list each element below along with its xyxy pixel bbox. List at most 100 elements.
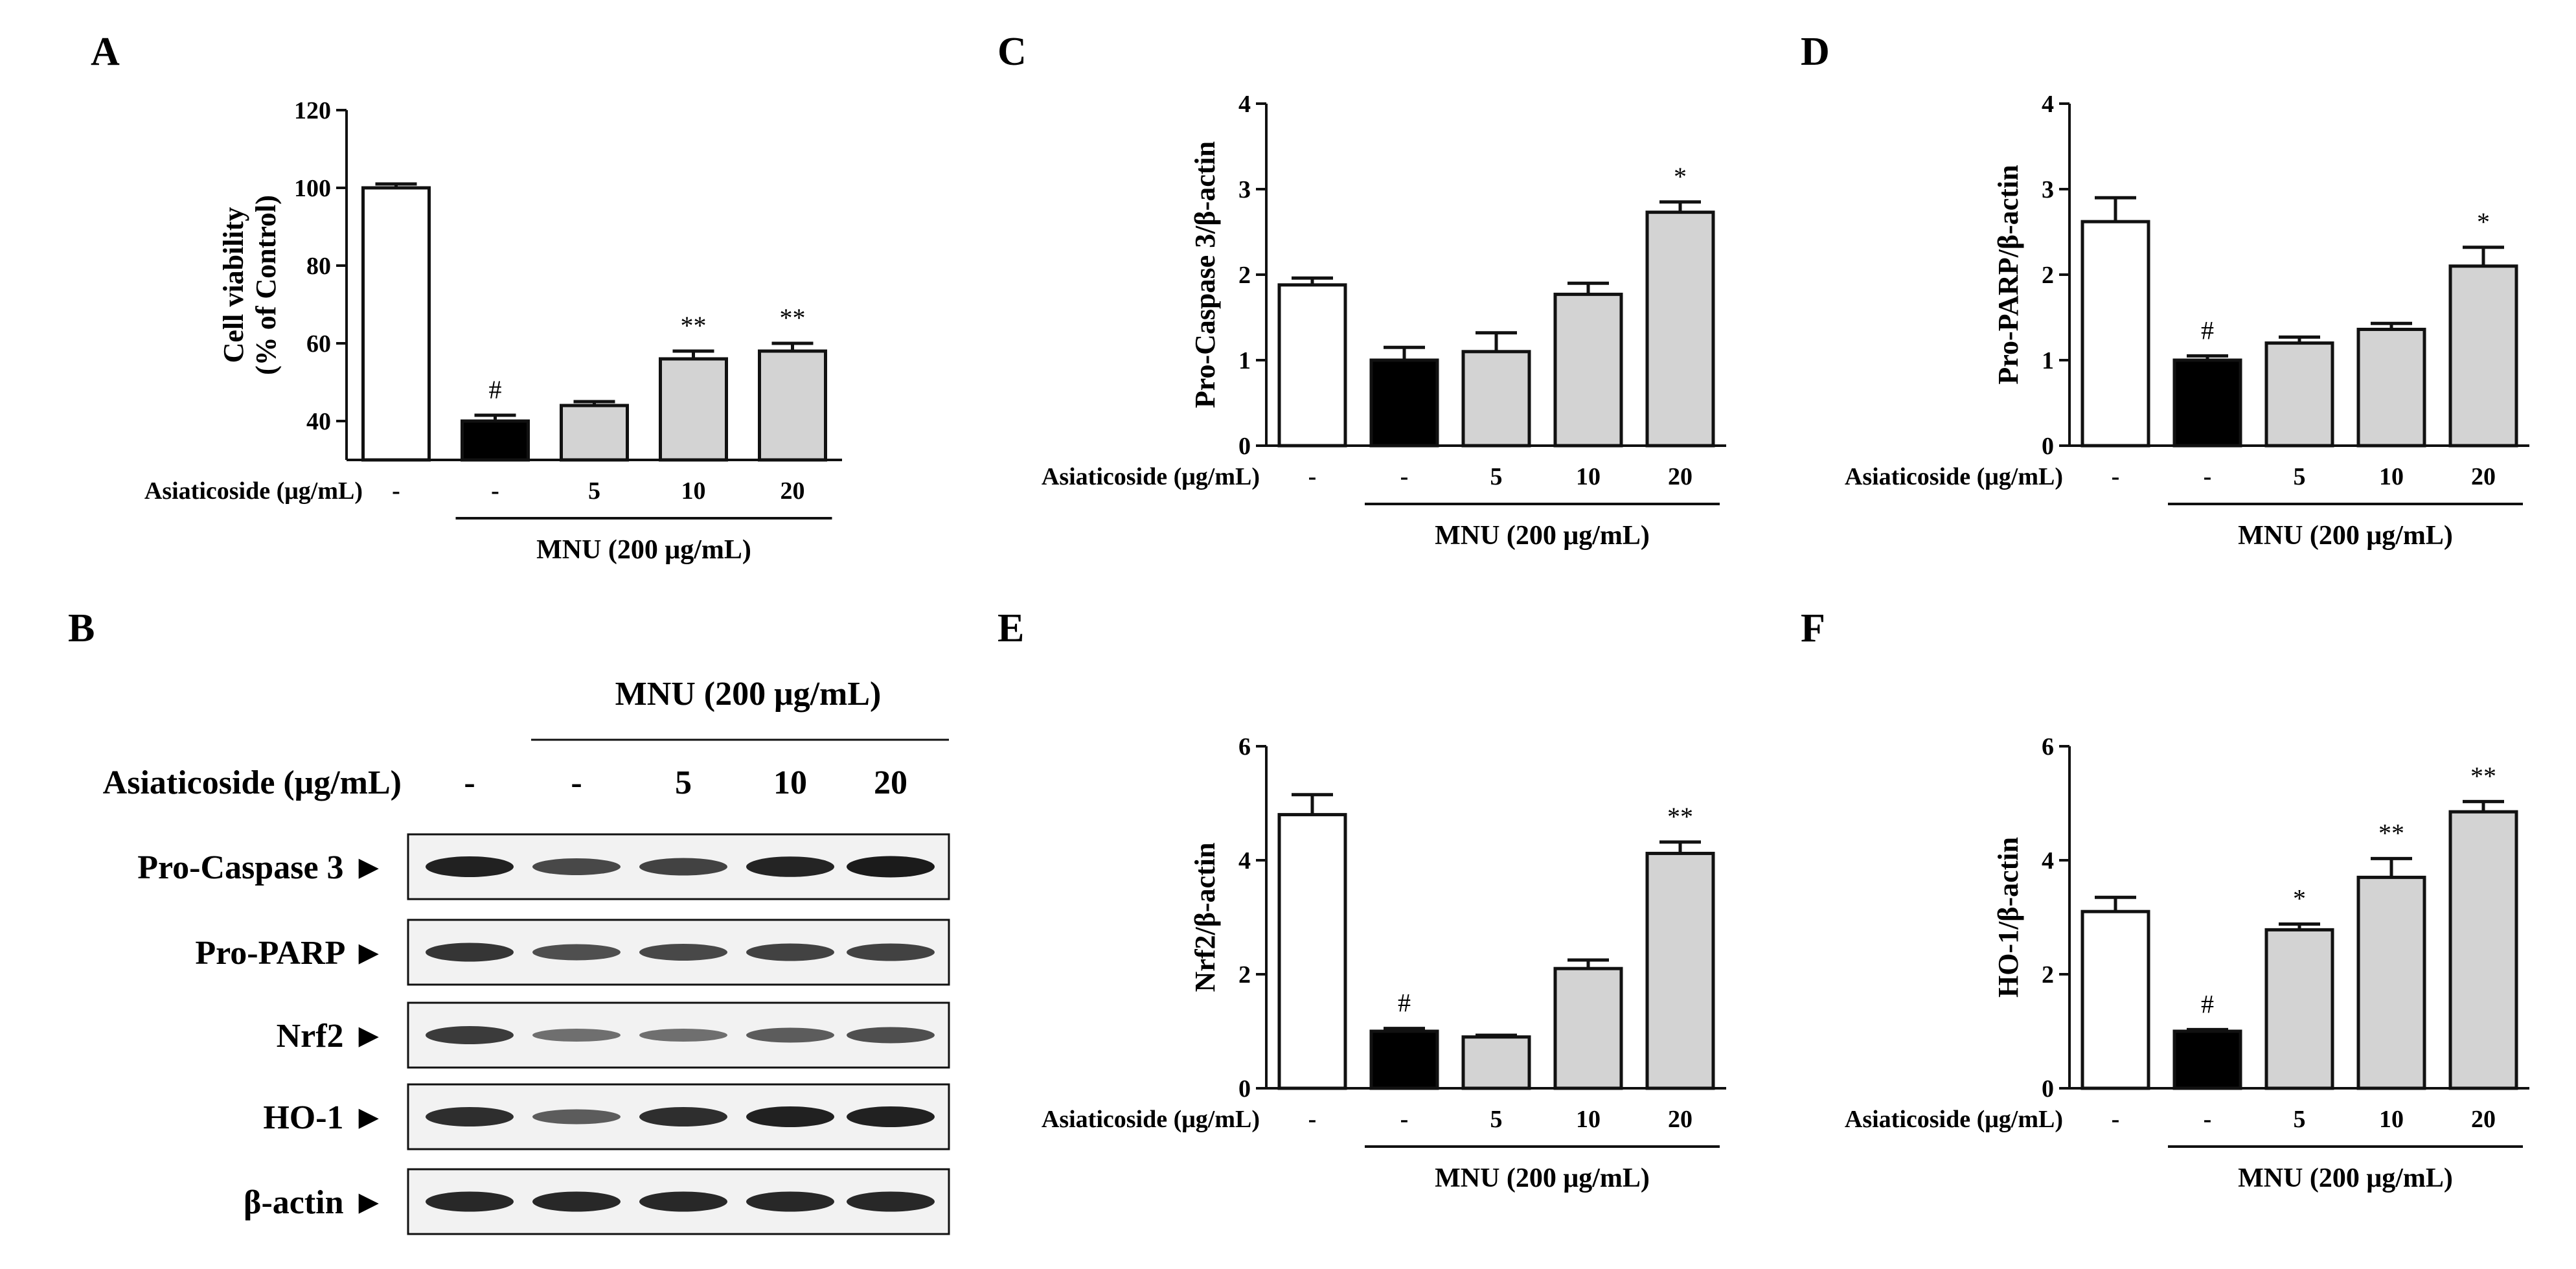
bar [758, 349, 827, 462]
y-tick-label: 4 [1238, 91, 1251, 118]
asiaticoside-label: Asiaticoside (μg/mL) [1042, 1106, 1260, 1133]
chart-panel-f: 0 2 4 6 HO-1/β-actin - # - * 5 ** 10 ** 20 Asiaticosid… [1845, 733, 2529, 1193]
category-label: 20 [1668, 463, 1693, 490]
y-tick-label: 4 [2042, 847, 2054, 875]
blot-band [532, 858, 621, 875]
y-axis-title: Pro-Caspase 3/β-actin [1189, 141, 1221, 408]
asiaticoside-label: Asiaticoside (μg/mL) [1042, 463, 1260, 490]
western-blot-panel: MNU (200 μg/mL) Asiaticoside (μg/mL) - - 5 10… [103, 676, 950, 1235]
y-tick-label: 0 [2042, 1075, 2054, 1103]
chart-panel-d: 0 1 2 3 4 Pro-PARP/β-actin - # - 5 10 * 20 Asiaticosi… [1845, 91, 2529, 551]
mnu-label: MNU (200 μg/mL) [536, 535, 751, 565]
category-label: 5 [1490, 1106, 1503, 1133]
y-tick-label: 1 [1238, 347, 1251, 374]
y-axis-title: HO-1/β-actin [1992, 837, 2024, 998]
bar [1553, 966, 1623, 1090]
blot-band [847, 943, 935, 961]
bar [1553, 292, 1623, 448]
category-label: 10 [1576, 463, 1601, 490]
blot-lane-label: - [464, 764, 475, 801]
panel-letter-b: B [68, 606, 95, 650]
bar [1277, 283, 1347, 448]
significance-label: * [2293, 884, 2306, 913]
blot-lane-label: 5 [675, 764, 692, 801]
panel-letter-a: A [91, 30, 120, 74]
mnu-label: MNU (200 μg/mL) [2238, 1163, 2453, 1193]
category-label: - [491, 477, 499, 505]
category-label: - [2204, 1106, 2212, 1133]
category-label: - [1308, 1106, 1317, 1133]
blot-asiaticoside-label: Asiaticoside (μg/mL) [103, 764, 402, 801]
y-tick-label: 6 [2042, 733, 2054, 760]
y-axis-title-line2: (% of Control) [250, 195, 282, 375]
blot-band [746, 1191, 834, 1212]
category-label: - [2204, 463, 2212, 490]
blot-band [426, 1026, 514, 1044]
mnu-label: MNU (200 μg/mL) [1435, 521, 1650, 551]
blot-band [426, 1191, 514, 1212]
y-tick-label: 60 [306, 330, 331, 358]
bar [1645, 211, 1715, 448]
blot-lane-label: - [571, 764, 582, 801]
significance-label: * [2477, 207, 2490, 236]
blot-mnu-label: MNU (200 μg/mL) [615, 676, 882, 713]
blot-band [847, 1106, 935, 1127]
blot-band [847, 1027, 935, 1044]
category-label: 10 [2379, 463, 2404, 490]
chart-panel-c: 0 1 2 3 4 Pro-Caspase 3/β-actin - - 5 10 * 20 Asiati… [1042, 91, 1726, 551]
bar [2172, 358, 2242, 448]
asiaticoside-label: Asiaticoside (μg/mL) [1845, 1106, 2063, 1133]
blot-band [746, 1106, 834, 1127]
bar [2356, 875, 2426, 1090]
bar [1277, 813, 1347, 1090]
category-label: 10 [1576, 1106, 1601, 1133]
blot-protein-label: Nrf2 ► [277, 1018, 385, 1055]
category-label: - [2112, 463, 2120, 490]
blot-band [426, 856, 514, 877]
significance-label: # [2201, 989, 2214, 1018]
category-label: 5 [2294, 463, 2306, 490]
panel-letter-e: E [997, 606, 1024, 650]
asiaticoside-label: Asiaticoside (μg/mL) [1845, 463, 2063, 490]
bar [2080, 909, 2150, 1090]
y-tick-label: 6 [1238, 733, 1251, 760]
blot-band [639, 1191, 727, 1212]
bar [361, 186, 431, 462]
category-label: - [392, 477, 400, 505]
y-axis-title-line1: Cell viability [218, 207, 249, 363]
panel-letter-c: C [997, 30, 1027, 74]
significance-label: ** [2470, 761, 2496, 790]
significance-label: ** [1667, 802, 1693, 831]
bar [461, 419, 530, 462]
y-tick-label: 2 [2042, 262, 2054, 289]
y-tick-label: 3 [1238, 176, 1251, 203]
bar [1369, 358, 1439, 448]
blot-lane-label: 10 [773, 764, 807, 801]
y-axis-title: Pro-PARP/β-actin [1992, 165, 2024, 384]
category-label: 5 [588, 477, 600, 505]
category-label: 10 [2379, 1106, 2404, 1133]
y-tick-label: 80 [306, 253, 331, 280]
bar [2448, 264, 2518, 448]
blot-band [639, 1107, 727, 1126]
bar [1369, 1029, 1439, 1090]
blot-protein-label: Pro-Caspase 3 ► [137, 849, 385, 886]
y-tick-label: 4 [1238, 847, 1251, 875]
bar [560, 404, 629, 462]
y-tick-label: 120 [294, 97, 331, 124]
category-label: 10 [681, 477, 706, 505]
blot-lane-label: 20 [874, 764, 907, 801]
y-tick-label: 4 [2042, 91, 2054, 118]
category-label: 5 [1490, 463, 1503, 490]
panel-letter-f: F [1801, 606, 1825, 650]
y-tick-label: 0 [1238, 433, 1251, 460]
chart-panel-e: 0 2 4 6 Nrf2/β-actin - # - 5 10 ** 20 Asiaticoside (… [1042, 733, 1726, 1193]
blot-band [532, 944, 621, 961]
bar [659, 357, 728, 462]
blot-band [426, 943, 514, 962]
significance-label: ** [780, 303, 806, 332]
y-tick-label: 40 [306, 408, 331, 435]
category-label: - [1400, 463, 1409, 490]
significance-label: # [2201, 315, 2214, 345]
mnu-label: MNU (200 μg/mL) [1435, 1163, 1650, 1193]
